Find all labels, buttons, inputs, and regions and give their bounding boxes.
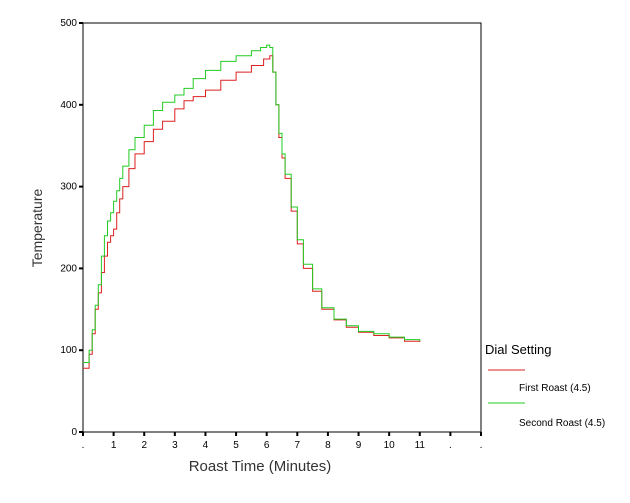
x-tick-label: 9 [356,440,362,451]
x-tick-label: . [449,440,452,451]
x-tick-label: 5 [233,440,239,451]
y-tick-label: 500 [60,18,77,29]
x-tick-label: 11 [415,440,426,451]
x-tick-label: 7 [295,440,301,451]
x-tick-label: 8 [325,440,331,451]
legend-label-first-roast: First Roast (4.5) [519,383,591,394]
y-axis: 0 100 200 300 400 500 [60,18,83,438]
x-tick-label: 4 [203,440,209,451]
y-tick-label: 300 [60,182,77,193]
x-tick-label: 2 [141,440,147,451]
x-tick-label: 6 [264,440,270,451]
y-tick-label: 400 [60,100,77,111]
plot-frame [82,22,482,433]
x-tick-label: 1 [111,440,117,451]
y-tick-label: 100 [60,345,77,356]
y-tick-label: 200 [60,263,77,274]
x-tick-label: . [82,440,85,451]
x-tick-label: 3 [172,440,178,451]
y-axis-title: Temperature [29,188,45,267]
legend-label-second-roast: Second Roast (4.5) [519,418,605,429]
series-layer [83,44,421,369]
x-axis-title: Roast Time (Minutes) [189,458,332,475]
legend-title: Dial Setting [485,342,551,357]
x-tick-label: 10 [384,440,396,451]
series-line-first-roast [83,55,421,369]
x-tick-label: . [480,440,483,451]
series-line-second-roast [83,44,421,363]
y-tick-label: 0 [71,427,77,438]
x-axis: . 1 2 3 4 5 6 7 8 9 10 11.. [82,432,483,451]
legend: Dial Setting First Roast (4.5) Second Ro… [485,342,605,429]
